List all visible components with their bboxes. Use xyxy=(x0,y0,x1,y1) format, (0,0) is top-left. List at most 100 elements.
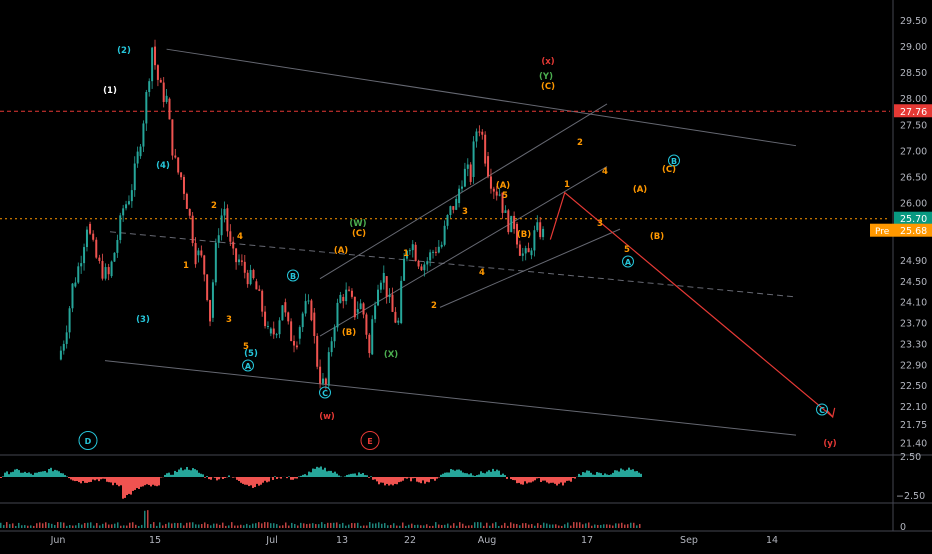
wave-label-text: (1) xyxy=(103,86,117,96)
oscillator-bar xyxy=(632,469,634,477)
wave-label-text: 4 xyxy=(237,232,243,242)
volume-bar xyxy=(279,526,281,528)
candle-body xyxy=(371,319,373,354)
volume-bar xyxy=(378,522,380,528)
oscillator-bar xyxy=(224,477,226,478)
oscillator-bar xyxy=(322,470,324,477)
volume-bar xyxy=(579,522,581,528)
oscillator-bar xyxy=(540,477,542,482)
candle-body xyxy=(461,187,463,189)
oscillator-bar xyxy=(198,473,200,477)
candle-body xyxy=(310,300,312,320)
oscillator-bar xyxy=(376,477,378,481)
candle-body xyxy=(302,314,304,328)
volume-bar xyxy=(402,523,404,528)
volume-bar xyxy=(495,522,497,528)
volume-bar xyxy=(606,524,608,528)
candle-body xyxy=(200,251,202,256)
volume-bar xyxy=(75,525,77,528)
volume-bar xyxy=(246,524,248,528)
oscillator-bar xyxy=(12,472,14,477)
channel-line xyxy=(105,361,796,436)
candle-body xyxy=(116,240,118,253)
oscillator-bar xyxy=(350,474,352,477)
candle-body xyxy=(290,321,292,341)
volume-bar xyxy=(513,524,515,528)
volume-bar xyxy=(189,522,191,528)
oscillator-bar xyxy=(244,477,246,485)
candle-body xyxy=(195,243,197,264)
wave-label: (A) xyxy=(334,246,348,256)
oscillator-bar xyxy=(462,472,464,477)
oscillator-bar xyxy=(236,477,238,480)
oscillator-bar xyxy=(58,471,60,477)
oscillator-bar xyxy=(146,477,148,484)
candle-body xyxy=(122,208,124,215)
wave-label: (X) xyxy=(384,350,398,360)
volume-bar xyxy=(198,525,200,528)
oscillator-bar xyxy=(574,477,576,479)
price-tick-label: 27.50 xyxy=(900,120,927,131)
oscillator-bar xyxy=(472,475,474,477)
wave-label: 3 xyxy=(597,219,603,229)
volume-bar xyxy=(96,523,98,528)
oscillator-bar xyxy=(360,474,362,477)
candle-body xyxy=(504,210,506,213)
volume-bar xyxy=(597,525,599,528)
oscillator-bar xyxy=(240,477,242,483)
oscillator-bar xyxy=(98,477,100,481)
volume-bar xyxy=(354,523,356,528)
oscillator-bar xyxy=(84,477,86,483)
volume-bar xyxy=(51,524,53,528)
oscillator-bar xyxy=(626,470,628,477)
oscillator-bar xyxy=(186,467,188,477)
wave-label-text: 1 xyxy=(403,249,409,259)
volume-bar xyxy=(327,523,329,528)
wave-label: C xyxy=(320,387,331,398)
oscillator-bar xyxy=(138,477,140,489)
last-price-badge: 25.70 xyxy=(900,214,927,225)
volume-bar xyxy=(330,523,332,528)
price-tick-label: 24.50 xyxy=(900,277,927,288)
candle-body xyxy=(128,201,130,204)
candle-body xyxy=(244,262,246,273)
candle-body xyxy=(113,253,115,262)
volume-bar xyxy=(561,526,563,528)
oscillator-bar xyxy=(324,468,326,477)
candle-body xyxy=(296,346,298,348)
wave-label-text: (3) xyxy=(136,315,150,325)
candle-body xyxy=(89,224,91,234)
oscillator-bar xyxy=(156,477,158,486)
oscillator-bar xyxy=(72,477,74,481)
candle-body xyxy=(360,303,362,309)
oscillator-bar xyxy=(304,474,306,477)
volume-bar xyxy=(549,525,551,528)
oscillator-bar xyxy=(374,477,376,479)
oscillator-bar xyxy=(68,477,70,478)
candle-body xyxy=(420,266,422,270)
candle-body xyxy=(247,273,249,284)
volume-bar xyxy=(225,526,227,528)
candle-body xyxy=(166,96,168,102)
oscillator-bar xyxy=(452,470,454,477)
level-line-badge: 27.76 xyxy=(900,107,927,118)
wave-label-text: 4 xyxy=(602,167,608,177)
candle-body xyxy=(180,172,182,177)
price-tick-label: 23.30 xyxy=(900,339,927,350)
volume-bar xyxy=(192,522,194,528)
volume-bar xyxy=(90,522,92,528)
volume-bar xyxy=(612,526,614,528)
volume-bar xyxy=(27,526,29,528)
wave-label: (C) xyxy=(352,229,366,239)
wave-label-text: C xyxy=(322,389,328,398)
volume-bar xyxy=(444,525,446,528)
volume-bar xyxy=(429,526,431,528)
volume-bar xyxy=(183,525,185,528)
candle-body xyxy=(409,250,411,251)
oscillator-bar xyxy=(566,477,568,481)
time-tick-label: 15 xyxy=(149,535,161,546)
oscillator-bar xyxy=(510,477,512,479)
oscillator-bar xyxy=(440,475,442,477)
volume-bar xyxy=(498,526,500,528)
